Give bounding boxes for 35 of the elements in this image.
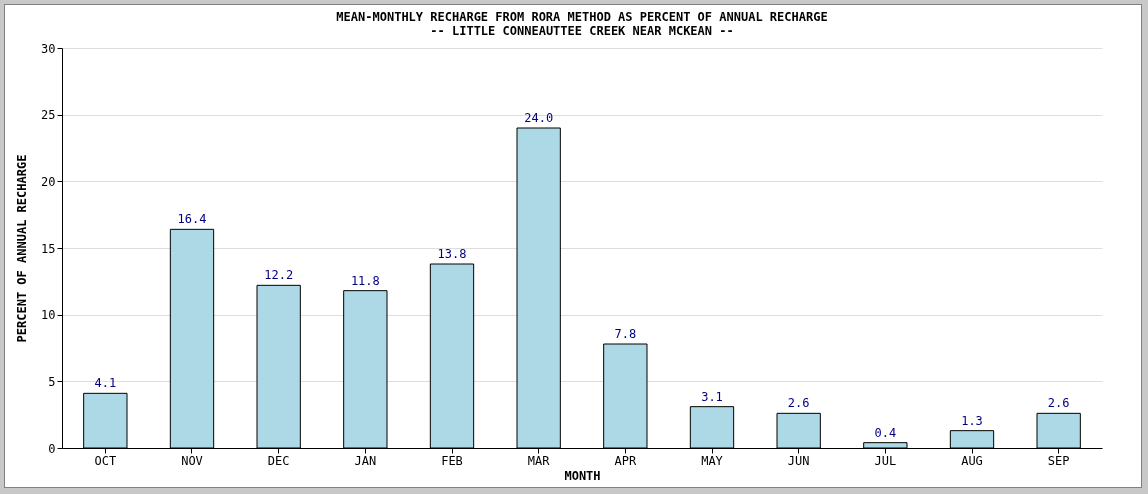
chart-subtitle: -- LITTLE CONNEAUTTEE CREEK NEAR MCKEAN -- — [430, 24, 734, 38]
y-tick-label: 30 — [41, 41, 56, 56]
y-tick-label: 25 — [41, 108, 56, 123]
x-tick-label: OCT — [94, 453, 117, 468]
data-label: 2.6 — [787, 396, 810, 411]
x-tick-label: SEP — [1047, 453, 1070, 468]
x-tick-label: JUN — [787, 453, 810, 468]
x-tick-label: DEC — [267, 453, 290, 468]
x-tick-label: NOV — [181, 453, 203, 468]
data-label: 12.2 — [264, 268, 294, 283]
x-tick-label: JUL — [874, 453, 897, 468]
y-axis-title: PERCENT OF ANNUAL RECHARGE — [15, 154, 30, 343]
x-tick-label: MAR — [527, 453, 551, 468]
x-tick-label: MAY — [701, 453, 724, 468]
data-label: 2.6 — [1047, 396, 1070, 411]
chart-title: MEAN-MONTHLY RECHARGE FROM RORA METHOD AS PERCENT OF ANNUAL RECHARGE — [336, 10, 828, 24]
data-label: 4.1 — [94, 376, 117, 391]
y-tick-label: 0 — [48, 441, 56, 456]
data-label: 11.8 — [350, 273, 380, 288]
data-label: 16.4 — [177, 212, 207, 227]
data-label: 3.1 — [701, 389, 723, 404]
data-label: 0.4 — [874, 425, 897, 440]
y-tick-label: 15 — [41, 241, 56, 256]
data-label: 7.8 — [614, 327, 637, 341]
x-tick-label: APR — [614, 453, 637, 468]
data-label: 24.0 — [524, 111, 554, 125]
x-tick-label: FEB — [441, 453, 463, 468]
x-tick-label: AUG — [961, 453, 983, 468]
x-tick-label: JAN — [354, 453, 377, 468]
y-tick-label: 5 — [48, 374, 56, 389]
x-axis-title: MONTH — [564, 468, 601, 483]
y-tick-label: 20 — [41, 174, 56, 189]
data-label: 1.3 — [961, 413, 983, 428]
y-tick-label: 10 — [41, 308, 56, 323]
data-label: 13.8 — [437, 247, 467, 261]
